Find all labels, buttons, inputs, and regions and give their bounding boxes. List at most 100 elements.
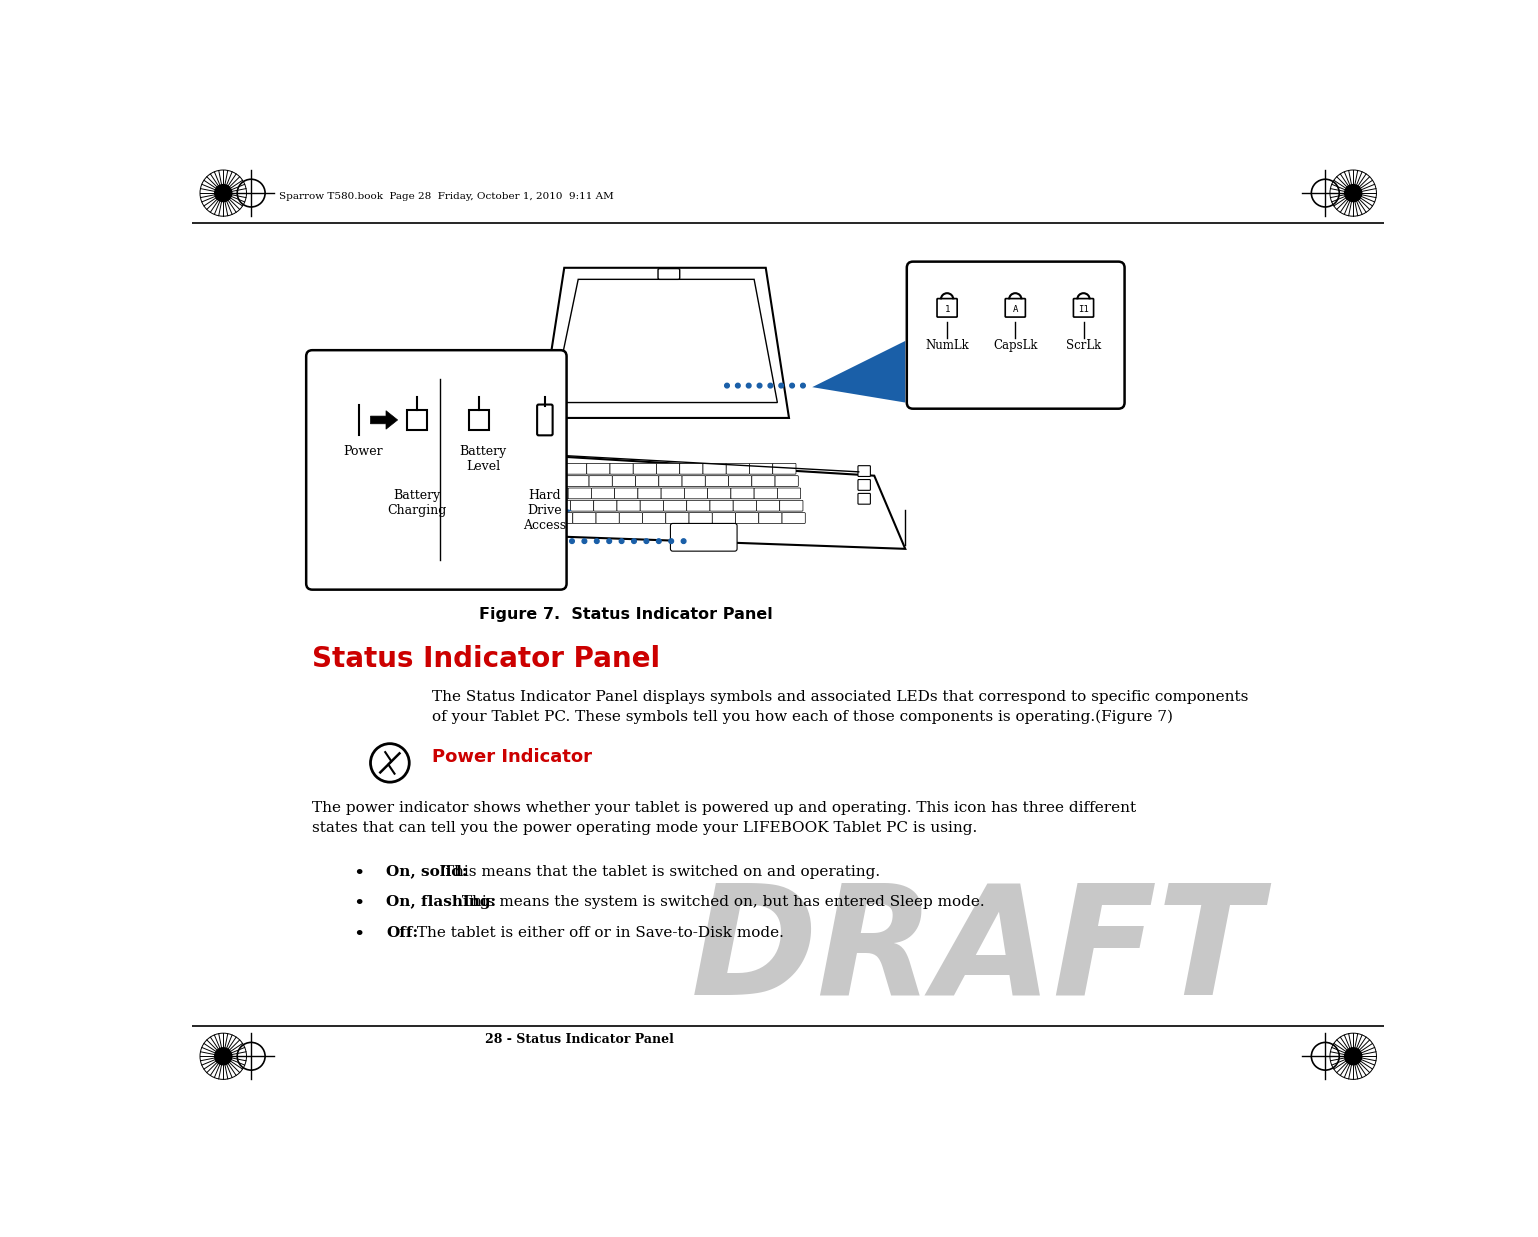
FancyBboxPatch shape bbox=[408, 409, 428, 430]
Text: Status Indicator Panel: Status Indicator Panel bbox=[312, 644, 660, 673]
FancyBboxPatch shape bbox=[658, 268, 680, 280]
Text: Off:: Off: bbox=[386, 927, 418, 940]
Text: ScrLk: ScrLk bbox=[1066, 339, 1101, 353]
Circle shape bbox=[669, 539, 674, 543]
FancyBboxPatch shape bbox=[777, 489, 801, 499]
FancyBboxPatch shape bbox=[520, 476, 543, 486]
FancyBboxPatch shape bbox=[754, 489, 777, 499]
FancyBboxPatch shape bbox=[772, 464, 797, 474]
Circle shape bbox=[608, 539, 612, 543]
Polygon shape bbox=[1344, 184, 1361, 202]
FancyBboxPatch shape bbox=[858, 480, 871, 490]
Circle shape bbox=[791, 383, 795, 388]
Text: Battery
Level: Battery Level bbox=[460, 444, 506, 473]
FancyBboxPatch shape bbox=[734, 500, 757, 511]
FancyBboxPatch shape bbox=[589, 476, 612, 486]
Polygon shape bbox=[440, 480, 572, 564]
Circle shape bbox=[778, 383, 783, 388]
Text: •: • bbox=[354, 865, 365, 882]
FancyBboxPatch shape bbox=[634, 464, 657, 474]
Text: states that can tell you the power operating mode your LIFEBOOK Tablet PC is usi: states that can tell you the power opera… bbox=[312, 821, 978, 835]
FancyBboxPatch shape bbox=[731, 489, 754, 499]
FancyBboxPatch shape bbox=[661, 489, 684, 499]
Text: NumLk: NumLk bbox=[926, 339, 969, 353]
FancyBboxPatch shape bbox=[597, 512, 620, 523]
FancyBboxPatch shape bbox=[749, 464, 772, 474]
Text: A: A bbox=[1012, 304, 1018, 314]
Circle shape bbox=[632, 539, 637, 543]
Text: Power Indicator: Power Indicator bbox=[432, 747, 592, 766]
Text: This means that the tablet is switched on and operating.: This means that the tablet is switched o… bbox=[438, 865, 880, 878]
FancyBboxPatch shape bbox=[563, 464, 586, 474]
Text: •: • bbox=[354, 896, 365, 913]
FancyBboxPatch shape bbox=[1006, 298, 1026, 317]
FancyBboxPatch shape bbox=[729, 476, 752, 486]
Text: Sparrow T580.book  Page 28  Friday, October 1, 2010  9:11 AM: Sparrow T580.book Page 28 Friday, Octobe… bbox=[278, 193, 614, 202]
Circle shape bbox=[595, 539, 600, 543]
Polygon shape bbox=[215, 1048, 232, 1065]
Text: I1: I1 bbox=[1078, 304, 1089, 314]
Circle shape bbox=[620, 539, 624, 543]
FancyBboxPatch shape bbox=[612, 476, 635, 486]
Text: Battery
Charging: Battery Charging bbox=[388, 489, 446, 517]
Text: of your Tablet PC. These symbols tell you how each of those components is operat: of your Tablet PC. These symbols tell yo… bbox=[432, 710, 1173, 724]
FancyBboxPatch shape bbox=[540, 464, 563, 474]
FancyBboxPatch shape bbox=[537, 404, 552, 435]
Polygon shape bbox=[215, 184, 232, 202]
FancyBboxPatch shape bbox=[907, 262, 1124, 408]
FancyBboxPatch shape bbox=[517, 464, 540, 474]
FancyBboxPatch shape bbox=[635, 476, 658, 486]
Circle shape bbox=[767, 383, 772, 388]
FancyBboxPatch shape bbox=[686, 500, 711, 511]
Circle shape bbox=[681, 539, 686, 543]
FancyBboxPatch shape bbox=[594, 500, 617, 511]
Circle shape bbox=[644, 539, 649, 543]
FancyBboxPatch shape bbox=[726, 464, 749, 474]
Text: DRAFT: DRAFT bbox=[691, 877, 1261, 1027]
FancyBboxPatch shape bbox=[617, 500, 640, 511]
FancyBboxPatch shape bbox=[543, 476, 566, 486]
FancyBboxPatch shape bbox=[521, 489, 544, 499]
FancyBboxPatch shape bbox=[681, 476, 706, 486]
FancyBboxPatch shape bbox=[658, 476, 681, 486]
FancyBboxPatch shape bbox=[611, 464, 634, 474]
FancyBboxPatch shape bbox=[469, 409, 489, 430]
FancyBboxPatch shape bbox=[781, 512, 806, 523]
FancyBboxPatch shape bbox=[640, 500, 663, 511]
Circle shape bbox=[757, 383, 761, 388]
FancyBboxPatch shape bbox=[549, 512, 572, 523]
Text: The tablet is either off or in Save-to-Disk mode.: The tablet is either off or in Save-to-D… bbox=[412, 927, 784, 940]
Circle shape bbox=[657, 539, 661, 543]
FancyBboxPatch shape bbox=[858, 465, 871, 476]
Circle shape bbox=[569, 539, 574, 543]
FancyBboxPatch shape bbox=[544, 489, 568, 499]
FancyBboxPatch shape bbox=[680, 464, 703, 474]
FancyBboxPatch shape bbox=[671, 523, 737, 552]
Polygon shape bbox=[371, 411, 398, 429]
Text: This means the system is switched on, but has entered Sleep mode.: This means the system is switched on, bu… bbox=[457, 896, 984, 909]
FancyBboxPatch shape bbox=[780, 500, 803, 511]
FancyBboxPatch shape bbox=[735, 512, 758, 523]
FancyBboxPatch shape bbox=[757, 500, 780, 511]
Text: •: • bbox=[354, 927, 365, 944]
Polygon shape bbox=[552, 280, 777, 402]
Circle shape bbox=[371, 743, 409, 782]
Text: Figure 7.  Status Indicator Panel: Figure 7. Status Indicator Panel bbox=[480, 606, 774, 621]
Polygon shape bbox=[812, 341, 906, 402]
FancyBboxPatch shape bbox=[706, 476, 729, 486]
FancyBboxPatch shape bbox=[663, 500, 686, 511]
FancyBboxPatch shape bbox=[571, 500, 594, 511]
Circle shape bbox=[801, 383, 806, 388]
FancyBboxPatch shape bbox=[937, 298, 957, 317]
Text: On, solid:: On, solid: bbox=[386, 865, 468, 878]
FancyBboxPatch shape bbox=[615, 489, 638, 499]
Polygon shape bbox=[1344, 1048, 1361, 1065]
Text: On, flashing:: On, flashing: bbox=[386, 896, 497, 909]
FancyBboxPatch shape bbox=[568, 489, 592, 499]
FancyBboxPatch shape bbox=[657, 464, 680, 474]
FancyBboxPatch shape bbox=[858, 494, 871, 505]
FancyBboxPatch shape bbox=[775, 476, 798, 486]
Text: The Status Indicator Panel displays symbols and associated LEDs that correspond : The Status Indicator Panel displays symb… bbox=[432, 690, 1249, 704]
FancyBboxPatch shape bbox=[586, 464, 611, 474]
Circle shape bbox=[581, 539, 586, 543]
